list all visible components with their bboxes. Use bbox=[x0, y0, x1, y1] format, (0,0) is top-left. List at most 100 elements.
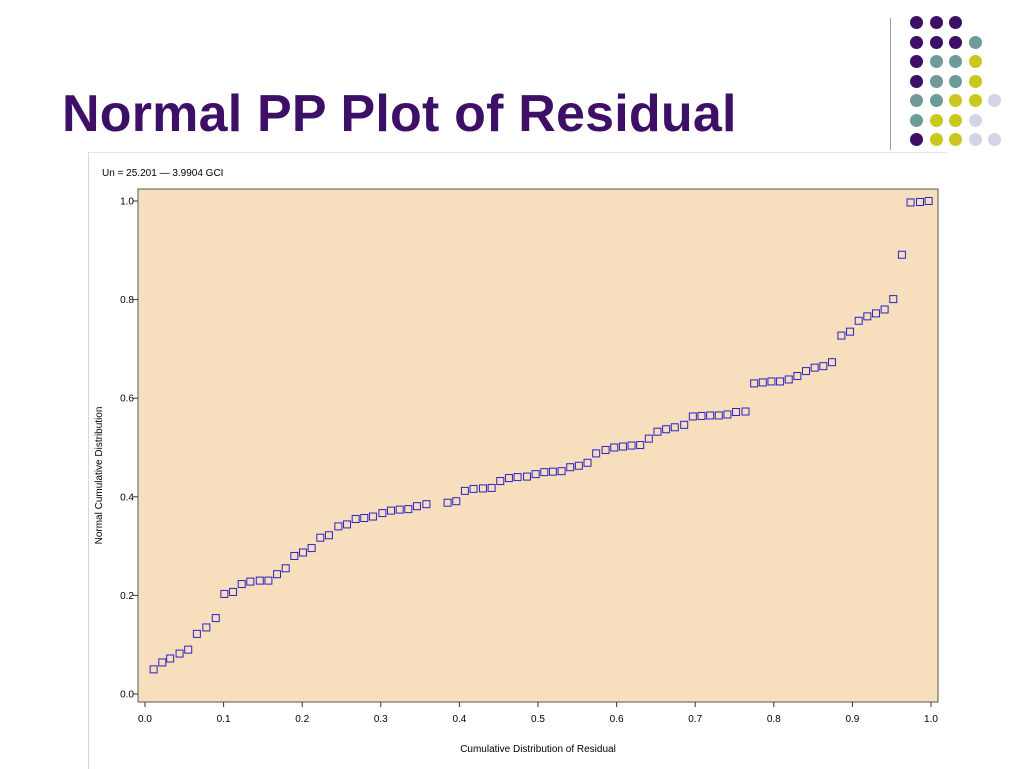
data-point bbox=[758, 378, 767, 387]
data-point bbox=[360, 513, 369, 522]
data-point bbox=[540, 468, 549, 477]
data-point bbox=[714, 411, 723, 420]
data-point bbox=[776, 377, 785, 386]
decor-dot bbox=[929, 133, 943, 146]
pp-plot-chart: Un = 25.201 — 3.9904 GCI 0.0 0.1 0.2 0.3 0.4 0… bbox=[94, 168, 939, 755]
data-point bbox=[324, 531, 333, 540]
decor-dot bbox=[968, 55, 982, 68]
data-point bbox=[334, 522, 343, 531]
x-tick-label: 0.7 bbox=[688, 714, 702, 725]
data-point bbox=[854, 316, 863, 325]
data-point bbox=[246, 577, 255, 586]
decor-dot bbox=[968, 133, 982, 146]
decor-dot bbox=[949, 35, 962, 49]
decor-dot bbox=[988, 94, 1001, 107]
x-tick-label: 0.0 bbox=[138, 714, 152, 725]
data-point bbox=[211, 614, 220, 623]
x-tick-label: 0.2 bbox=[295, 714, 309, 725]
decor-dot bbox=[929, 94, 943, 107]
data-point bbox=[574, 461, 583, 470]
data-point bbox=[644, 434, 653, 443]
decor-dot bbox=[910, 55, 923, 68]
data-point bbox=[566, 463, 575, 472]
data-point bbox=[264, 576, 273, 585]
data-point bbox=[496, 477, 505, 486]
data-point bbox=[548, 467, 557, 476]
data-point bbox=[819, 362, 828, 371]
data-point bbox=[202, 623, 211, 632]
decor-dot bbox=[910, 35, 923, 49]
data-point bbox=[422, 500, 431, 509]
data-point bbox=[351, 514, 360, 523]
data-point bbox=[688, 412, 697, 421]
title-divider bbox=[890, 18, 891, 150]
x-tick-label: 0.9 bbox=[845, 714, 859, 725]
data-point bbox=[915, 197, 924, 206]
decor-dot bbox=[929, 35, 943, 49]
decor-dot bbox=[968, 35, 982, 49]
decor-dot bbox=[968, 113, 982, 127]
y-tick-label: 0.0 bbox=[120, 690, 134, 701]
data-point bbox=[343, 520, 352, 529]
decor-dot bbox=[968, 74, 982, 88]
data-point bbox=[601, 445, 610, 454]
data-point bbox=[443, 498, 452, 507]
data-point bbox=[583, 458, 592, 467]
data-point bbox=[460, 486, 469, 495]
y-tick-label: 1.0 bbox=[120, 197, 134, 208]
decor-dot bbox=[949, 55, 962, 68]
data-point bbox=[906, 198, 915, 207]
data-point bbox=[378, 509, 387, 518]
data-point bbox=[387, 506, 396, 515]
y-tick-label: 0.2 bbox=[120, 591, 134, 602]
decor-dot bbox=[949, 113, 962, 127]
y-tick-label: 0.8 bbox=[120, 295, 134, 306]
decor-dot bbox=[910, 94, 923, 107]
data-point bbox=[298, 548, 307, 557]
data-point bbox=[732, 408, 741, 417]
decor-dot bbox=[910, 74, 923, 88]
data-point bbox=[610, 443, 619, 452]
data-point bbox=[316, 533, 325, 542]
data-point bbox=[452, 497, 461, 506]
data-point bbox=[290, 551, 299, 560]
data-point bbox=[871, 309, 880, 318]
data-point bbox=[627, 441, 636, 450]
decor-dot bbox=[910, 113, 923, 127]
decor-dot bbox=[949, 133, 962, 146]
data-point bbox=[281, 564, 290, 573]
data-point bbox=[880, 305, 889, 314]
x-tick-label: 0.6 bbox=[610, 714, 624, 725]
chart-annotation: Un = 25.201 — 3.9904 GCI bbox=[102, 168, 223, 179]
decor-dot bbox=[929, 16, 943, 29]
x-tick-label: 0.3 bbox=[374, 714, 388, 725]
data-point bbox=[592, 449, 601, 458]
decor-dot bbox=[929, 74, 943, 88]
data-point bbox=[192, 629, 201, 638]
data-point bbox=[469, 484, 478, 493]
y-axis-label: Normal Cumulative Distribution bbox=[94, 407, 105, 545]
decor-dot bbox=[910, 16, 923, 29]
decor-dot bbox=[929, 55, 943, 68]
x-tick-label: 0.5 bbox=[531, 714, 545, 725]
data-point bbox=[846, 327, 855, 336]
data-point bbox=[802, 367, 811, 376]
data-point bbox=[723, 410, 732, 419]
x-axis-label: Cumulative Distribution of Residual bbox=[460, 744, 616, 755]
data-point bbox=[636, 441, 645, 450]
data-point bbox=[863, 312, 872, 321]
x-tick-label: 0.1 bbox=[217, 714, 231, 725]
data-point bbox=[924, 197, 933, 205]
data-point bbox=[522, 472, 531, 481]
decor-dot bbox=[910, 133, 923, 146]
decor-dot bbox=[949, 74, 962, 88]
data-point bbox=[255, 576, 264, 585]
data-point bbox=[767, 377, 776, 386]
data-point bbox=[662, 425, 671, 434]
data-point bbox=[149, 665, 158, 674]
decor-dot bbox=[988, 133, 1001, 146]
data-point bbox=[784, 375, 793, 384]
data-point bbox=[557, 467, 566, 476]
x-tick-label: 1.0 bbox=[924, 714, 938, 725]
data-point bbox=[827, 358, 836, 367]
